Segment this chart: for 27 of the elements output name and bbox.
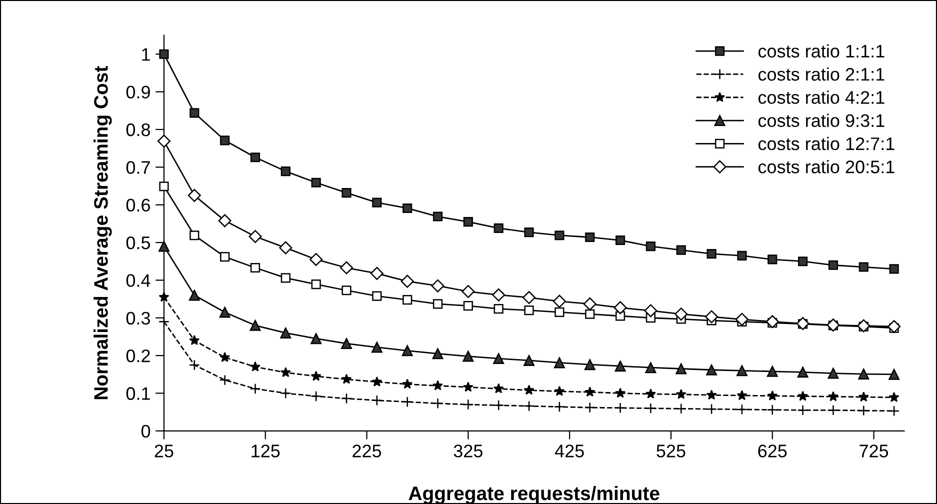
legend-label: costs ratio 1:1:1 bbox=[758, 44, 884, 58]
x-tick-label: 325 bbox=[454, 444, 482, 458]
x-tick-label: 25 bbox=[154, 444, 174, 458]
x-tick-label: 225 bbox=[352, 444, 382, 458]
legend-label: costs ratio 2:1:1 bbox=[758, 67, 884, 81]
x-tick-label: 625 bbox=[758, 444, 787, 458]
y-tick-label: 0.5 bbox=[126, 236, 150, 250]
y-tick-label: 0.4 bbox=[126, 274, 150, 287]
legend-label: costs ratio 9:3:1 bbox=[758, 114, 884, 128]
legend-label: costs ratio 4:2:1 bbox=[758, 90, 884, 104]
legend-label: costs ratio 20:5:1 bbox=[758, 160, 894, 174]
y-tick-label: 0.8 bbox=[126, 123, 150, 136]
y-tick-label: 1 bbox=[142, 48, 150, 61]
y-tick-label: 0.6 bbox=[126, 198, 150, 212]
x-tick-label: 125 bbox=[252, 444, 280, 458]
y-tick-label: 0.3 bbox=[126, 312, 150, 325]
x-tick-label: 725 bbox=[860, 444, 888, 458]
y-axis-title: Normalized Average Streaming Cost bbox=[94, 66, 112, 400]
y-tick-label: 0 bbox=[141, 424, 150, 438]
legend-label: costs ratio 12:7:1 bbox=[758, 136, 894, 150]
y-tick-label: 0.1 bbox=[126, 387, 150, 400]
x-axis-title: Aggregate requests/minute bbox=[408, 486, 660, 504]
y-tick-label: 0.9 bbox=[126, 86, 150, 99]
x-tick-label: 525 bbox=[656, 444, 686, 458]
y-tick-label: 0.2 bbox=[126, 349, 150, 362]
y-tick-label: 0.7 bbox=[126, 161, 150, 174]
x-tick-label: 425 bbox=[554, 444, 584, 458]
